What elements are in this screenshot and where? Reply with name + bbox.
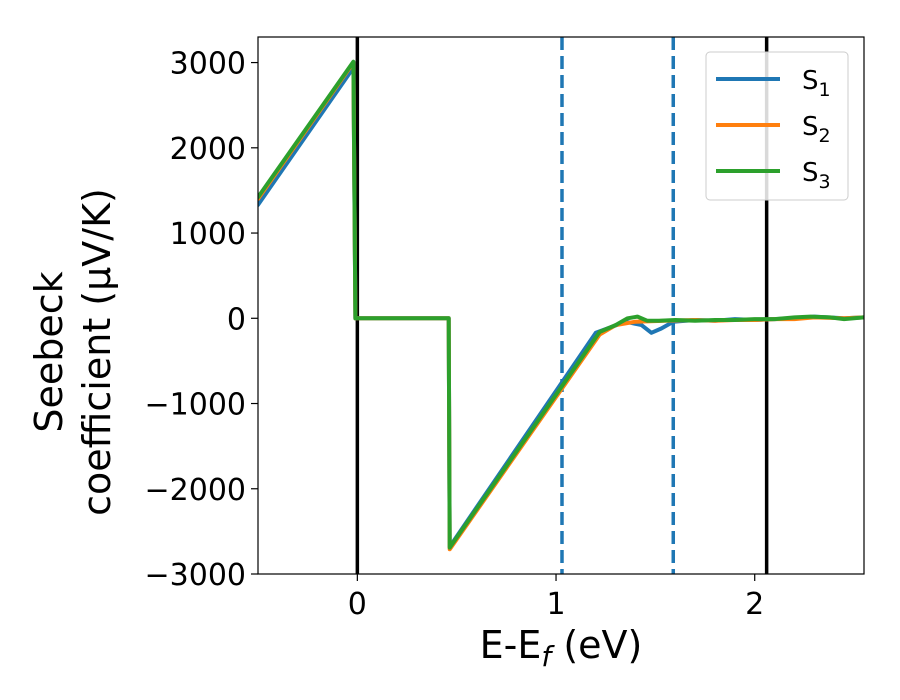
y-tick-label: 3000 (170, 47, 246, 82)
legend-label-s2: S2 (802, 112, 831, 147)
y-axis-label-line2: coefficient (μV/K) (75, 188, 119, 516)
legend-label-s1: S1 (802, 66, 831, 101)
y-tick-label: 0 (227, 302, 246, 337)
x-tick-label: 2 (745, 587, 764, 622)
y-axis-label-line1: Seebeck (27, 271, 71, 432)
x-axis-label: E-Ef (eV) (480, 623, 643, 673)
x-tick-label: 1 (546, 587, 565, 622)
reference-lines (355, 37, 769, 574)
plot-area (258, 37, 864, 574)
x-tick-label: 0 (348, 587, 367, 622)
legend: S1 S2 S3 (705, 51, 849, 201)
legend-label-s3: S3 (802, 158, 831, 193)
y-tick-label: −2000 (145, 473, 246, 508)
y-tick-label: 2000 (170, 132, 246, 167)
axes-frame (257, 36, 865, 575)
y-axis-ticks: 3000 2000 1000 0 −1000 −2000 −3000 (145, 47, 258, 593)
series-line-s3 (258, 59, 864, 550)
series-lines (258, 59, 864, 552)
y-tick-label: −1000 (145, 388, 246, 423)
x-axis-ticks: 0 1 2 (348, 574, 764, 622)
y-tick-label: −3000 (145, 558, 246, 593)
y-axis-label: Seebeck coefficient (μV/K) (27, 188, 119, 516)
y-tick-label: 1000 (170, 217, 246, 252)
